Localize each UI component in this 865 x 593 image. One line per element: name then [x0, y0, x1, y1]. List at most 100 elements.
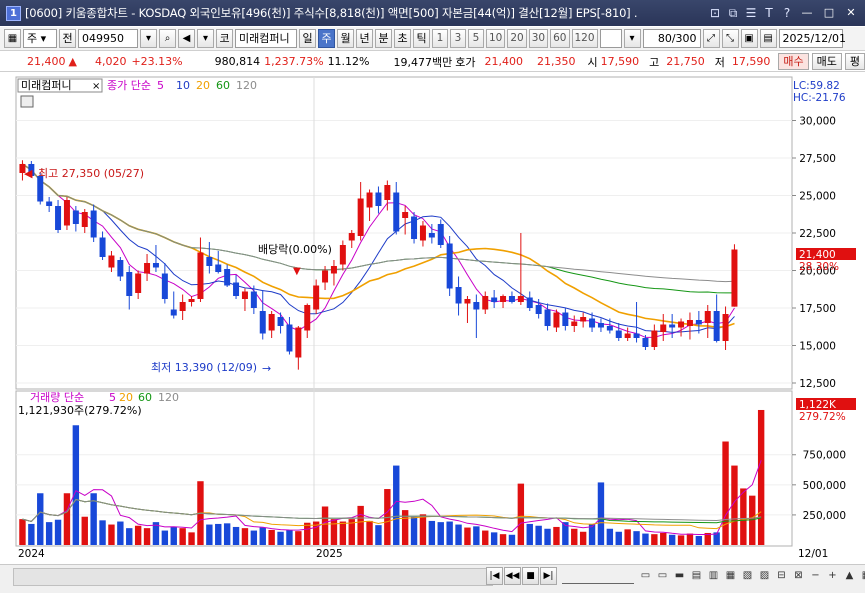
search-icon[interactable]: ⌕: [159, 29, 176, 48]
candle-body: [651, 330, 658, 347]
zoom-out-minus-icon[interactable]: −: [811, 570, 820, 581]
candle-body: [446, 243, 453, 289]
cascade-icon[interactable]: ⧉: [728, 5, 738, 20]
candle-body: [81, 212, 88, 227]
scroll-end-icon[interactable]: ▶|: [540, 567, 557, 585]
volume-bar: [713, 532, 720, 545]
volume-bar: [606, 528, 614, 545]
interval-20[interactable]: 20: [507, 29, 527, 48]
tab-day[interactable]: 일: [299, 29, 316, 48]
speaker-icon[interactable]: ◀: [178, 29, 195, 48]
maximize-icon[interactable]: □: [823, 6, 835, 19]
last-volume-tag: [796, 398, 856, 410]
interval-120[interactable]: 120: [571, 29, 598, 48]
eval-button[interactable]: 평: [844, 53, 865, 70]
candle-body: [419, 225, 426, 241]
high-annotation: 최고 27,350 (05/27): [38, 167, 144, 180]
lc-label: LC:59.82: [793, 80, 840, 92]
volume-bar: [304, 522, 311, 545]
chart-area[interactable]: 30,000 27,500 25,000 22,500 20,000 17,500 15,0…: [0, 73, 865, 568]
calendar-icon[interactable]: ▤: [759, 29, 777, 48]
candle-body: [526, 297, 533, 308]
layout-1-icon[interactable]: ▭: [640, 570, 651, 581]
list-icon[interactable]: ☰: [745, 6, 757, 20]
layout-2-icon[interactable]: ▭: [657, 570, 668, 581]
scroll-back-icon[interactable]: ◀◀: [504, 567, 521, 585]
volume-bar: [393, 465, 400, 545]
hc-label: HC:-21.76: [793, 92, 846, 104]
help-icon[interactable]: ?: [783, 6, 791, 20]
price-tick-label: 12,500: [799, 378, 836, 390]
high-arrow-icon: ◀: [24, 167, 33, 180]
volume-bar: [553, 526, 560, 545]
stop-icon[interactable]: ■: [522, 567, 539, 585]
volume-tick-label: 250,000: [803, 510, 846, 522]
volume-bar: [668, 534, 676, 545]
layout-7-icon[interactable]: ▧: [742, 570, 753, 581]
interval-dropdown-icon[interactable]: ▾: [623, 29, 641, 48]
menu-grid-icon[interactable]: ▦: [4, 29, 21, 48]
interval-custom-input[interactable]: [599, 29, 622, 48]
candle-body: [491, 297, 498, 302]
prev-button[interactable]: 전: [59, 29, 76, 48]
stock-code-input[interactable]: 049950: [78, 29, 138, 48]
code-dropdown-icon[interactable]: ▾: [140, 29, 157, 48]
font-t-icon[interactable]: T: [765, 6, 773, 20]
candle-body: [144, 263, 151, 274]
fullscreen-icon[interactable]: ⊠: [794, 570, 803, 581]
restore-windows-icon[interactable]: ⊡: [709, 6, 721, 20]
candle-body: [330, 266, 337, 274]
interval-10[interactable]: 10: [486, 29, 506, 48]
close-icon[interactable]: ✕: [846, 6, 856, 19]
tab-year[interactable]: 년: [356, 29, 373, 48]
legend-close-icon[interactable]: ×: [92, 81, 100, 92]
table-view-icon[interactable]: [20, 95, 34, 108]
layout-6-icon[interactable]: ▦: [725, 570, 736, 581]
zoom-in-plus-icon[interactable]: +: [828, 570, 837, 581]
layout-8-icon[interactable]: ▨: [759, 570, 770, 581]
triangle-icon[interactable]: ▲: [845, 570, 854, 581]
count-input[interactable]: 80/300: [642, 29, 701, 48]
volume-bar: [45, 522, 53, 545]
interval-1[interactable]: 1: [432, 29, 448, 48]
candle-body: [295, 327, 302, 358]
interval-5[interactable]: 5: [468, 29, 484, 48]
save-icon[interactable]: ▣: [740, 29, 758, 48]
tab-week[interactable]: 주: [318, 29, 335, 48]
interval-3[interactable]: 3: [450, 29, 466, 48]
date-input[interactable]: 2025/12/01: [778, 29, 846, 48]
volume-ma-line-120: [22, 498, 762, 523]
volume-bar: [455, 524, 462, 545]
candle-body: [375, 192, 382, 206]
tab-tick[interactable]: 틱: [413, 29, 430, 48]
candle-body: [233, 282, 240, 296]
zoom-out-icon[interactable]: ⤡: [721, 29, 739, 48]
sell-button[interactable]: 매도: [811, 53, 842, 70]
ma-legend-60: 60: [216, 79, 230, 92]
tab-month[interactable]: 월: [337, 29, 354, 48]
interval-30[interactable]: 30: [528, 29, 549, 48]
layout-4-icon[interactable]: ▤: [691, 570, 702, 581]
interval-60[interactable]: 60: [550, 29, 570, 48]
x-label-last-date: 12/01: [798, 548, 828, 560]
zoom-in-icon[interactable]: ⤢: [702, 29, 720, 48]
tab-minute[interactable]: 분: [375, 29, 392, 48]
volume-bar: [401, 510, 409, 545]
zoom-ruler[interactable]: [562, 570, 634, 584]
layout-9-icon[interactable]: ⊟: [777, 570, 786, 581]
chart-canvas[interactable]: 30,000 27,500 25,000 22,500 20,000 17,500 15,0…: [0, 73, 865, 568]
volume-bar: [63, 493, 71, 545]
volume-bar: [419, 514, 427, 545]
volume-bar: [615, 531, 622, 545]
sound-dropdown-icon[interactable]: ▾: [197, 29, 214, 48]
period-select[interactable]: 주 ▾: [23, 29, 57, 48]
layout-5-icon[interactable]: ▥: [708, 570, 719, 581]
layout-3-icon[interactable]: ▬: [674, 570, 685, 581]
scroll-start-icon[interactable]: |◀: [486, 567, 503, 585]
minimize-icon[interactable]: —: [801, 6, 813, 19]
window-number-icon[interactable]: 1: [6, 5, 21, 21]
grid-settings-icon[interactable]: ▦: [859, 567, 865, 585]
buy-button[interactable]: 매수: [778, 53, 809, 70]
tab-second[interactable]: 초: [394, 29, 411, 48]
horizontal-scrollbar[interactable]: [13, 568, 493, 586]
